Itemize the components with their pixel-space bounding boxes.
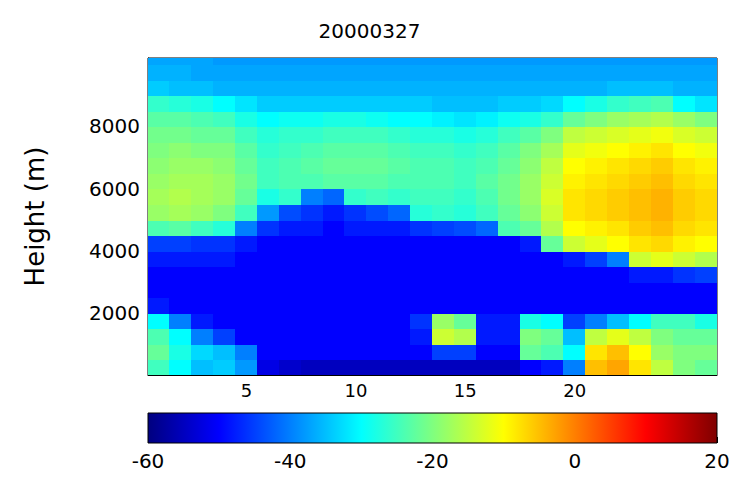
svg-text:-40: -40 (274, 449, 307, 473)
svg-text:4000: 4000 (89, 239, 140, 263)
svg-text:15: 15 (454, 380, 477, 401)
svg-text:20000327: 20000327 (319, 19, 421, 43)
svg-text:0: 0 (568, 449, 581, 473)
svg-text:-20: -20 (416, 449, 449, 473)
svg-text:-60: -60 (132, 449, 165, 473)
svg-text:10: 10 (344, 380, 367, 401)
svg-text:2000: 2000 (89, 301, 140, 325)
svg-text:5: 5 (241, 380, 252, 401)
svg-text:8000: 8000 (89, 114, 140, 138)
svg-text:6000: 6000 (89, 177, 140, 201)
svg-text:20: 20 (704, 449, 729, 473)
svg-text:20: 20 (563, 380, 586, 401)
svg-text:Height (m): Height (m) (20, 147, 50, 287)
